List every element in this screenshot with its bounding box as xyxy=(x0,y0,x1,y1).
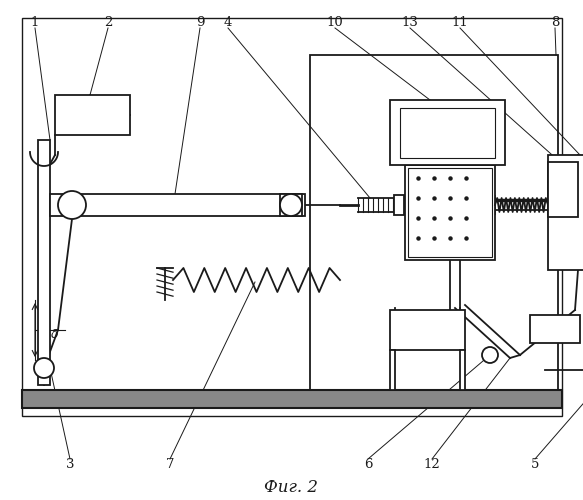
Bar xyxy=(390,350,395,390)
Bar xyxy=(460,350,465,390)
Text: 12: 12 xyxy=(424,458,440,471)
Text: 2: 2 xyxy=(104,16,112,28)
Text: 3: 3 xyxy=(66,458,74,471)
Bar xyxy=(408,168,492,257)
Text: Фиг. 2: Фиг. 2 xyxy=(264,480,318,496)
Bar xyxy=(55,95,130,135)
Text: 5: 5 xyxy=(531,458,539,471)
Circle shape xyxy=(58,191,86,219)
Text: 7: 7 xyxy=(166,458,174,471)
Text: 11: 11 xyxy=(452,16,468,28)
Bar xyxy=(548,162,578,217)
Bar xyxy=(38,140,50,385)
Bar xyxy=(394,195,404,215)
Text: 9: 9 xyxy=(196,16,204,28)
Bar xyxy=(280,194,302,216)
Bar xyxy=(390,100,505,165)
Bar xyxy=(530,315,580,343)
Circle shape xyxy=(482,347,498,363)
Text: $\delta$: $\delta$ xyxy=(50,328,59,342)
Text: 10: 10 xyxy=(326,16,343,28)
Bar xyxy=(400,108,495,158)
Bar xyxy=(548,155,583,270)
Circle shape xyxy=(34,358,54,378)
Text: 6: 6 xyxy=(364,458,373,471)
Text: 8: 8 xyxy=(551,16,559,28)
Circle shape xyxy=(280,194,302,216)
Bar xyxy=(22,18,562,416)
Text: 4: 4 xyxy=(224,16,232,28)
Bar xyxy=(390,310,465,350)
Bar xyxy=(310,55,558,395)
Bar xyxy=(22,390,562,408)
Text: 1: 1 xyxy=(31,16,39,28)
Text: 13: 13 xyxy=(402,16,419,28)
Bar xyxy=(50,194,305,216)
Bar xyxy=(405,165,495,260)
